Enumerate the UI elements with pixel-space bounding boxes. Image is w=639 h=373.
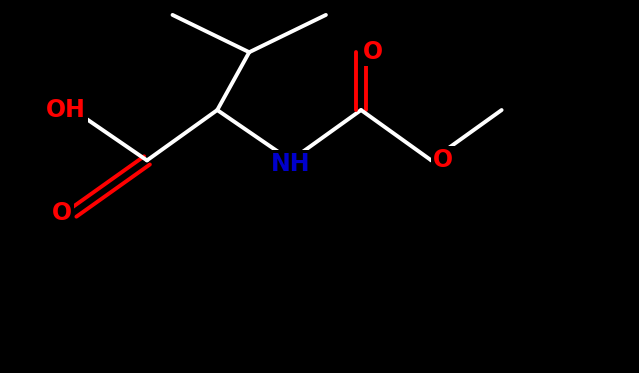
Text: O: O <box>51 201 72 225</box>
Text: O: O <box>363 40 383 64</box>
Text: O: O <box>433 148 454 172</box>
Text: OH: OH <box>45 98 86 122</box>
Text: NH: NH <box>271 153 311 176</box>
